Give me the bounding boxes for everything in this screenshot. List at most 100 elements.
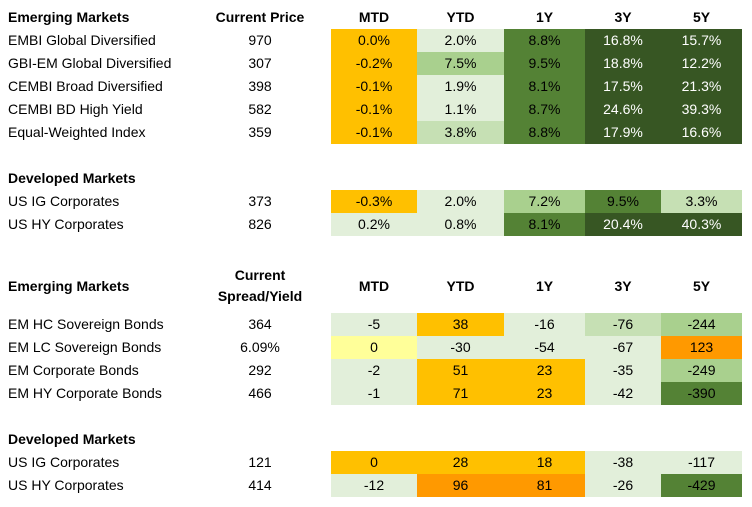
table-row: GBI-EM Global Diversified 307 -0.2% 7.5%…	[0, 52, 752, 75]
table-row: EM HY Corporate Bonds 466 -1 71 23 -42 -…	[0, 382, 752, 405]
current-spread-header-line2: Spread/Yield	[217, 288, 303, 304]
3y-cell: 24.6%	[585, 98, 661, 121]
3y-cell: -67	[585, 336, 661, 359]
3y-cell: -38	[585, 451, 661, 474]
5y-cell: 123	[661, 336, 742, 359]
row-label: US IG Corporates	[8, 454, 120, 470]
row-label: US IG Corporates	[8, 193, 120, 209]
mtd-cell: -0.1%	[331, 98, 417, 121]
1y-cell: 8.8%	[504, 121, 585, 144]
1y-header: 1Y	[535, 278, 554, 294]
ytd-cell: 38	[417, 313, 504, 336]
3y-cell: 9.5%	[585, 190, 661, 213]
spread-cell: 121	[248, 454, 272, 470]
3y-cell: -35	[585, 359, 661, 382]
mtd-cell: -12	[331, 474, 417, 497]
3y-cell: 17.5%	[585, 75, 661, 98]
table-row: US HY Corporates 826 0.2% 0.8% 8.1% 20.4…	[0, 213, 752, 236]
1y-cell: 23	[504, 382, 585, 405]
ytd-cell: 3.8%	[417, 121, 504, 144]
table-row: US IG Corporates 373 -0.3% 2.0% 7.2% 9.5…	[0, 190, 752, 213]
section2-header-row: Emerging Markets Current Spread/Yield MT…	[0, 264, 752, 308]
mtd-cell: -0.3%	[331, 190, 417, 213]
mtd-cell: 0.0%	[331, 29, 417, 52]
ytd-cell: 28	[417, 451, 504, 474]
5y-cell: -249	[661, 359, 742, 382]
1y-cell: 8.7%	[504, 98, 585, 121]
3y-cell: 20.4%	[585, 213, 661, 236]
spread-cell: 364	[248, 316, 272, 332]
row-label: EMBI Global Diversified	[8, 32, 156, 48]
table-row: US HY Corporates 414 -12 96 81 -26 -429	[0, 474, 752, 497]
price-cell: 582	[248, 101, 272, 117]
3y-cell: 16.8%	[585, 29, 661, 52]
1y-header: 1Y	[535, 9, 554, 25]
5y-cell: 21.3%	[661, 75, 742, 98]
1y-cell: 81	[504, 474, 585, 497]
5y-header: 5Y	[692, 9, 711, 25]
section1-title: Emerging Markets	[8, 9, 130, 25]
5y-cell: 12.2%	[661, 52, 742, 75]
5y-cell: 40.3%	[661, 213, 742, 236]
row-label: EM Corporate Bonds	[8, 362, 139, 378]
mtd-cell: -5	[331, 313, 417, 336]
table-row: EM LC Sovereign Bonds 6.09% 0 -30 -54 -6…	[0, 336, 752, 359]
table-row: EMBI Global Diversified 970 0.0% 2.0% 8.…	[0, 29, 752, 52]
mtd-cell: 0	[331, 451, 417, 474]
spread-cell: 414	[248, 477, 272, 493]
3y-header: 3Y	[614, 278, 632, 294]
row-label: US HY Corporates	[8, 216, 124, 232]
ytd-cell: 0.8%	[417, 213, 504, 236]
ytd-cell: 1.9%	[417, 75, 504, 98]
row-label: US HY Corporates	[8, 477, 124, 493]
1y-cell: 8.8%	[504, 29, 585, 52]
3y-cell: 17.9%	[585, 121, 661, 144]
row-label: EM HY Corporate Bonds	[8, 385, 162, 401]
mtd-cell: -2	[331, 359, 417, 382]
ytd-cell: 2.0%	[417, 190, 504, 213]
mtd-cell: 0	[331, 336, 417, 359]
ytd-cell: 7.5%	[417, 52, 504, 75]
spread-cell: 466	[248, 385, 272, 401]
table-row: EM Corporate Bonds 292 -2 51 23 -35 -249	[0, 359, 752, 382]
developed-markets-title: Developed Markets	[8, 170, 136, 186]
ytd-cell: 71	[417, 382, 504, 405]
row-label: EM HC Sovereign Bonds	[8, 316, 164, 332]
current-price-header: Current Price	[215, 9, 305, 25]
3y-cell: -26	[585, 474, 661, 497]
price-cell: 307	[248, 55, 272, 71]
1y-cell: 8.1%	[504, 213, 585, 236]
section1-dev-header-row: Developed Markets	[0, 167, 752, 190]
section2-title: Emerging Markets	[8, 278, 130, 294]
row-label: EM LC Sovereign Bonds	[8, 339, 162, 355]
row-label: CEMBI BD High Yield	[8, 101, 143, 117]
current-spread-header-line1: Current	[234, 267, 286, 283]
table-row: EM HC Sovereign Bonds 364 -5 38 -16 -76 …	[0, 313, 752, 336]
mtd-header: MTD	[358, 9, 390, 25]
spread-cell: 292	[248, 362, 272, 378]
ytd-cell: -30	[417, 336, 504, 359]
row-label: GBI-EM Global Diversified	[8, 55, 172, 71]
1y-cell: 9.5%	[504, 52, 585, 75]
table-row: CEMBI BD High Yield 582 -0.1% 1.1% 8.7% …	[0, 98, 752, 121]
5y-cell: 39.3%	[661, 98, 742, 121]
row-label: Equal-Weighted Index	[8, 124, 146, 140]
ytd-header: YTD	[446, 278, 475, 294]
5y-cell: 3.3%	[661, 190, 742, 213]
mtd-cell: -0.2%	[331, 52, 417, 75]
5y-cell: -244	[661, 313, 742, 336]
5y-header: 5Y	[692, 278, 711, 294]
3y-cell: 18.8%	[585, 52, 661, 75]
price-cell: 398	[248, 78, 272, 94]
section2-dev-header-row: Developed Markets	[0, 428, 752, 451]
table-row: Equal-Weighted Index 359 -0.1% 3.8% 8.8%…	[0, 121, 752, 144]
price-cell: 970	[248, 32, 272, 48]
1y-cell: 18	[504, 451, 585, 474]
mtd-cell: -0.1%	[331, 75, 417, 98]
spread-cell: 6.09%	[240, 339, 280, 355]
section1-header-row: Emerging Markets Current Price MTD YTD 1…	[0, 6, 752, 29]
mtd-cell: 0.2%	[331, 213, 417, 236]
price-cell: 373	[248, 193, 272, 209]
1y-cell: -54	[504, 336, 585, 359]
table-row: CEMBI Broad Diversified 398 -0.1% 1.9% 8…	[0, 75, 752, 98]
